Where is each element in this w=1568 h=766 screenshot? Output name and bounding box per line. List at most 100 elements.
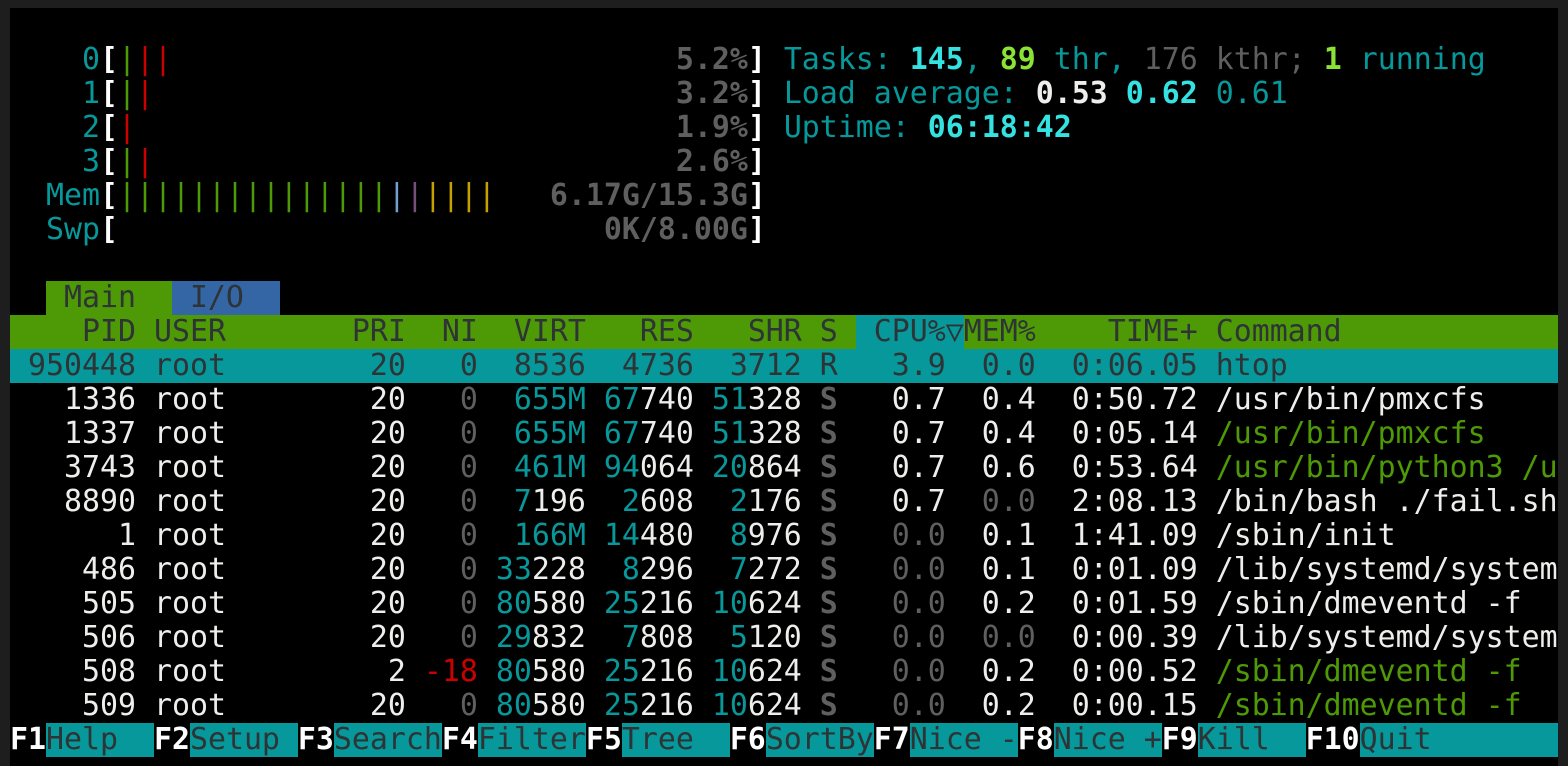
- nice: 0: [459, 552, 478, 587]
- column-header-time[interactable]: TIME+: [1107, 314, 1198, 349]
- meter-close-bracket: ]: [747, 110, 766, 145]
- sort-descending-icon: ▽: [945, 314, 964, 349]
- column-header-virt[interactable]: VIRT: [513, 314, 586, 349]
- column-header-res[interactable]: RES: [639, 314, 694, 349]
- process-row[interactable]: 950448 root 20 0 8536 4736 3712 R 3.9 0.0 0:06.05 h…: [10, 349, 1558, 383]
- command: /usr/bin/python3 /u: [1215, 450, 1558, 485]
- fkey-quit-button[interactable]: Quit: [1359, 723, 1558, 757]
- fkey-f1[interactable]: F1: [10, 722, 46, 757]
- cpu-percent: 0.0: [891, 688, 946, 723]
- column-header-mem[interactable]: MEM%: [963, 314, 1036, 349]
- tab-io[interactable]: I/O: [171, 281, 280, 315]
- fkey-search-button[interactable]: Search: [333, 722, 442, 757]
- meter-open-bracket: [: [99, 178, 118, 213]
- nice: 0: [459, 688, 478, 723]
- tab-bar[interactable]: Main I/O: [10, 281, 1558, 315]
- fkey-f9[interactable]: F9: [1161, 722, 1198, 757]
- fkey-tree-button[interactable]: Tree: [621, 723, 730, 757]
- virt: 461M: [513, 450, 586, 485]
- process-row[interactable]: 505 root 20 0 80580 25216 10624 S 0.0 0.2 0:01.59 /…: [10, 587, 1558, 621]
- fkey-setup-button[interactable]: Setup: [189, 723, 298, 757]
- mem-label: Mem: [45, 178, 100, 213]
- priority: 20: [369, 382, 406, 417]
- process-row[interactable]: 509 root 20 0 80580 25216 10624 S 0.0 0.2 0:00.15 /…: [10, 689, 1558, 723]
- mem-percent: 0.0: [981, 348, 1036, 383]
- tasks-summary: Tasks: 145, 89 thr, 176 kthr; 1 running: [784, 43, 1486, 77]
- fkey-f3[interactable]: F3: [297, 722, 334, 757]
- virt: 80580: [495, 654, 586, 689]
- load-text: 0.61: [1215, 76, 1288, 111]
- fkey-f4[interactable]: F4: [441, 722, 478, 757]
- res: 25216: [603, 688, 694, 723]
- res: 14480: [603, 518, 694, 553]
- state: S: [819, 688, 838, 723]
- fkey-f6[interactable]: F6: [729, 722, 766, 757]
- fkey-help-button[interactable]: Help: [45, 723, 154, 757]
- shr: 3712: [729, 348, 802, 383]
- process-row[interactable]: 3743 root 20 0 461M 94064 20864 S 0.7 0.6 0:53.64 /…: [10, 451, 1558, 485]
- virt: 33228: [495, 552, 586, 587]
- swp-value: 0K/8.00G: [603, 212, 748, 247]
- column-header-user[interactable]: USER: [153, 314, 226, 349]
- column-header-shr[interactable]: SHR: [747, 314, 802, 349]
- pid: 950448: [27, 348, 136, 383]
- column-header-ni[interactable]: NI: [441, 314, 478, 349]
- process-row[interactable]: 1337 root 20 0 655M 67740 51328 S 0.7 0.4 0:05.14 /…: [10, 417, 1558, 451]
- user: root: [153, 348, 226, 383]
- meter-close-bracket: ]: [747, 178, 766, 213]
- mem-bar-segment: |: [351, 178, 370, 213]
- cpu-percent: 0.7: [891, 484, 946, 519]
- cpu-percent: 1.9%: [675, 110, 748, 145]
- state: S: [819, 552, 838, 587]
- process-row[interactable]: 1336 root 20 0 655M 67740 51328 S 0.7 0.4 0:50.72 /…: [10, 383, 1558, 417]
- fkey-nice--button[interactable]: Nice -: [909, 722, 1018, 757]
- column-header: PID USER PRI NI VIRT RES SHR S CPU% ▽ MEM% TIME+ Com…: [10, 315, 1558, 349]
- cpu-time: 0:01.59: [1071, 586, 1198, 621]
- fkey-f5[interactable]: F5: [585, 722, 622, 757]
- res: 4736: [621, 348, 694, 383]
- user: root: [153, 518, 226, 553]
- pid: 505: [81, 586, 136, 621]
- fkey-filter-button[interactable]: Filter: [477, 722, 586, 757]
- process-row[interactable]: 1 root 20 0 166M 14480 8976 S 0.0 0.1 1:41.09/sbin…: [10, 519, 1558, 553]
- state: S: [819, 620, 838, 655]
- column-header-cpu[interactable]: CPU%: [873, 314, 946, 349]
- res: 25216: [603, 654, 694, 689]
- tasks-text: Tasks:: [783, 42, 892, 77]
- uptime-text: 06:18:42: [927, 110, 1072, 145]
- virt: 8536: [513, 348, 586, 383]
- fkey-nice--button[interactable]: Nice +: [1053, 722, 1162, 757]
- cpu-percent: 3.2%: [675, 76, 748, 111]
- virt: 80580: [495, 586, 586, 621]
- mem-percent: 0.2: [981, 688, 1036, 723]
- cpu-bar-segment: |: [135, 144, 154, 179]
- cpu-meter-2: 2[| 1.9%] Uptime: 06:18:42: [10, 111, 1558, 145]
- tasks-text: 1: [1323, 42, 1342, 77]
- fkey-f8[interactable]: F8: [1017, 722, 1054, 757]
- column-header-state[interactable]: S: [819, 314, 838, 349]
- cpu-percent: 0.0: [891, 586, 946, 621]
- fkey-f2[interactable]: F2: [153, 722, 190, 757]
- process-row[interactable]: 506 root 20 0 29832 7808 5120 S 0.0 0.0 0:00.39/li…: [10, 621, 1558, 655]
- fkey-f10[interactable]: F10: [1305, 722, 1360, 757]
- pid: 1337: [63, 416, 136, 451]
- shr: 10624: [711, 586, 802, 621]
- column-header-pri[interactable]: PRI: [351, 314, 406, 349]
- mem-percent: 0.1: [981, 518, 1036, 553]
- column-header-command[interactable]: Command: [1215, 314, 1342, 349]
- fkey-f7[interactable]: F7: [873, 722, 910, 757]
- process-row[interactable]: 8890 root 20 0 7196 2608 2176 S 0.7 0.0 2:08.13/bi…: [10, 485, 1558, 519]
- load-text: 0.62: [1125, 76, 1198, 111]
- fkey-sortby-button[interactable]: SortBy: [765, 722, 874, 757]
- priority: 2: [387, 654, 406, 689]
- pid: 1: [117, 518, 136, 553]
- tab-main[interactable]: Main: [45, 281, 172, 315]
- function-key-bar: F1 Help F2 Setup F3 Search F4 Filter F5 Tree F6 Sor…: [10, 723, 1558, 757]
- command: /lib/systemd/system: [1215, 620, 1558, 655]
- mem-bar-segment: |: [387, 178, 406, 213]
- column-header-pid[interactable]: PID: [81, 314, 136, 349]
- command: /lib/systemd/system: [1215, 552, 1558, 587]
- process-row[interactable]: 486 root 20 0 33228 8296 7272 S 0.0 0.1 0:01.09/li…: [10, 553, 1558, 587]
- fkey-kill-button[interactable]: Kill: [1197, 723, 1306, 757]
- process-row[interactable]: 508 root 2 -18 80580 25216 10624 S 0.0 0.2 0:00.52…: [10, 655, 1558, 689]
